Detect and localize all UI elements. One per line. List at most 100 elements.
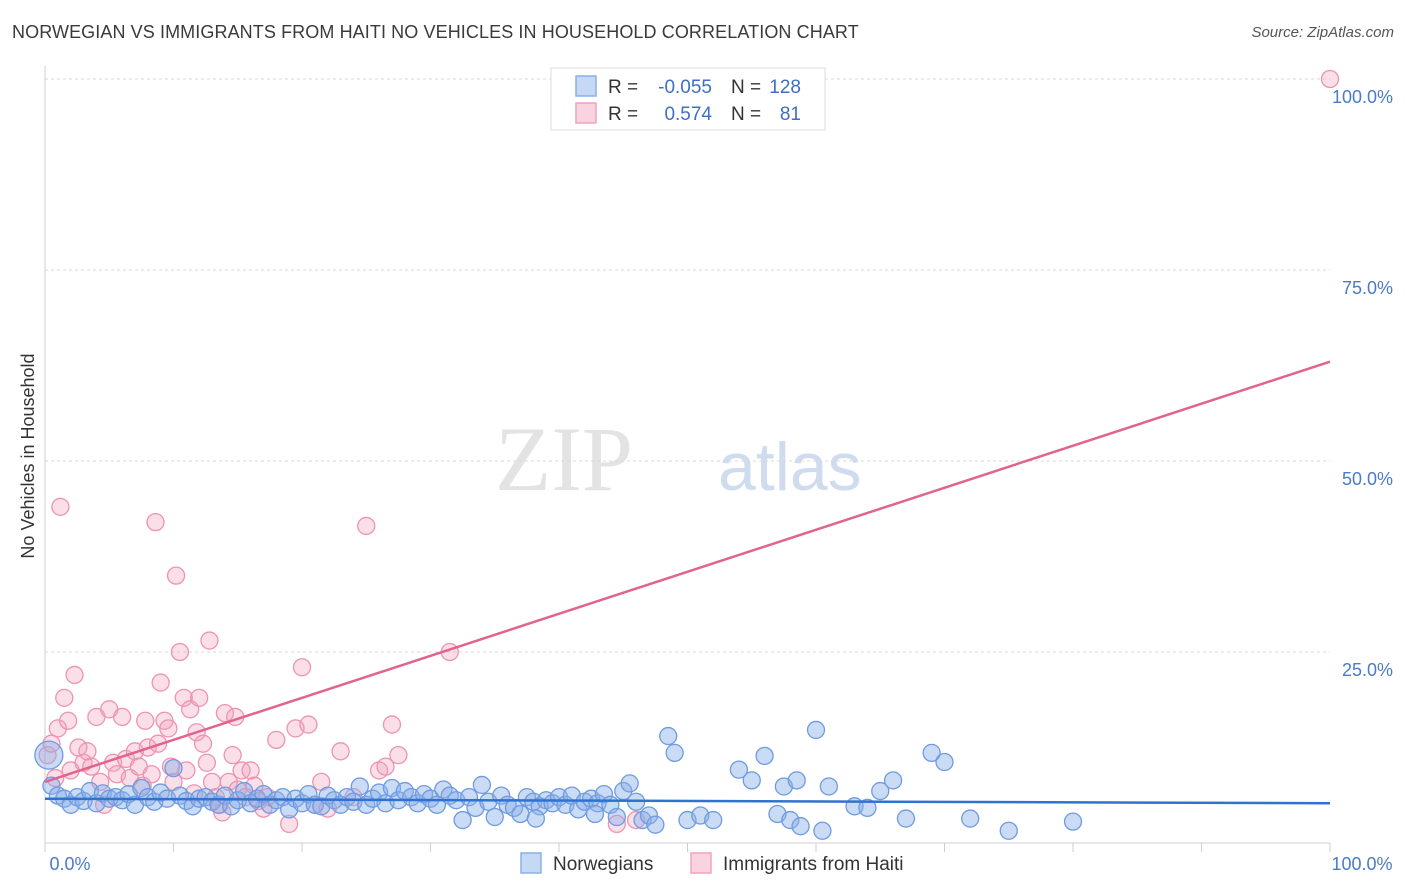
- correlation-legend: R = -0.055 N = 128 R = 0.574 N = 81: [550, 67, 826, 131]
- norwegian-point-120: [1063, 812, 1083, 831]
- legend-n-label-2: N =: [731, 104, 761, 125]
- norwegian-point-109: [819, 777, 838, 796]
- haiti-point-32: [159, 719, 178, 738]
- haiti-point-63: [279, 814, 299, 834]
- norwegian-point-117: [961, 809, 980, 828]
- haiti-point-43: [193, 734, 213, 753]
- haiti-point-19: [112, 707, 132, 727]
- norwegian-point-103: [755, 746, 774, 766]
- norwegian-point-95: [646, 815, 665, 834]
- haiti-point-0: [38, 745, 57, 765]
- norwegian-point-15: [132, 778, 151, 798]
- norwegian-point-68: [472, 775, 492, 795]
- y-axis-title: No Vehicles in Household: [18, 353, 38, 558]
- legend-n-label-1: N =: [731, 77, 761, 98]
- norwegian-point-107: [787, 771, 806, 790]
- haiti-point-4: [51, 497, 70, 516]
- haiti-point-44: [197, 753, 217, 772]
- haiti-point-8: [65, 665, 84, 685]
- norwegian-point-100: [704, 810, 723, 830]
- legend-r-label-2: R =: [608, 104, 638, 125]
- norwegian-point-65: [453, 810, 472, 830]
- norwegian-trend-line: [44, 797, 1331, 805]
- haiti-point-75: [389, 745, 408, 765]
- grid-lines: [45, 78, 1330, 653]
- trend-lines: [44, 360, 1331, 805]
- watermark: ZIP atlas: [495, 408, 862, 510]
- legend-n-value-2: 81: [780, 104, 801, 125]
- norwegian-point-112: [871, 781, 890, 801]
- norwegian-point-49: [350, 777, 369, 796]
- norwegian-point-0: [34, 740, 64, 770]
- y-axis-tick-labels: 25.0% 50.0% 75.0% 100.0%: [1332, 87, 1393, 680]
- norwegian-point-115: [922, 743, 941, 762]
- haiti-point-28: [146, 512, 165, 532]
- haiti-point-70: [331, 742, 350, 761]
- bottom-legend-swatch-norwegians: [520, 852, 542, 874]
- chart-source: Source: ZipAtlas.com: [1251, 24, 1394, 41]
- series-legend: Norwegians Immigrants from Haiti: [520, 852, 904, 875]
- legend-swatch-norwegians: [575, 75, 597, 97]
- norwegian-point-123: [791, 817, 810, 836]
- haiti-point-5: [55, 688, 74, 707]
- x-tick-label-0: 0.0%: [49, 854, 90, 874]
- legend-swatch-haiti: [575, 102, 597, 124]
- norwegian-point-114: [896, 809, 916, 828]
- norwegian-point-102: [742, 771, 761, 790]
- norwegian-point-94: [639, 806, 659, 825]
- haiti-point-72: [357, 516, 376, 536]
- haiti-point-77: [376, 757, 395, 776]
- haiti-point-74: [382, 715, 402, 734]
- legend-r-value-2: 0.574: [664, 104, 712, 125]
- bottom-legend-haiti: Immigrants from Haiti: [723, 854, 904, 875]
- norwegian-point-108: [806, 720, 826, 740]
- haiti-point-46: [202, 772, 222, 792]
- norwegian-point-119: [813, 821, 832, 840]
- haiti-point-27: [142, 765, 161, 784]
- norwegian-point-89: [607, 807, 626, 827]
- legend-r-value-1: -0.055: [658, 77, 712, 98]
- norwegian-point-70: [485, 807, 504, 827]
- haiti-point-42: [190, 688, 209, 707]
- y-tick-label-3: 100.0%: [1332, 87, 1393, 107]
- haiti-point-57: [241, 761, 260, 780]
- haiti-point-30: [151, 673, 170, 692]
- haiti-point-35: [166, 566, 186, 585]
- norwegian-point-96: [659, 726, 678, 746]
- norwegian-point-121: [585, 804, 605, 824]
- y-tick-label-2: 75.0%: [1342, 278, 1393, 298]
- y-tick-label-1: 50.0%: [1342, 469, 1393, 489]
- haiti-point-52: [223, 745, 242, 765]
- bottom-legend-norwegians: Norwegians: [553, 854, 653, 875]
- norwegian-point-91: [620, 774, 639, 793]
- haiti-point-37: [174, 688, 193, 707]
- norwegian-point-87: [594, 784, 614, 804]
- haiti-point-50: [215, 703, 235, 723]
- haiti-points: [38, 69, 1340, 834]
- norwegian-point-116: [935, 752, 954, 772]
- norwegian-point-20: [164, 758, 183, 778]
- watermark-zip: ZIP: [495, 408, 633, 510]
- haiti-point-36: [170, 642, 190, 662]
- bottom-legend-swatch-haiti: [690, 852, 712, 874]
- haiti-point-78: [607, 814, 626, 834]
- norwegian-point-106: [781, 810, 800, 830]
- haiti-point-6: [58, 711, 78, 730]
- norwegian-point-97: [665, 743, 684, 762]
- haiti-point-3: [48, 719, 67, 738]
- norwegian-point-111: [858, 798, 877, 818]
- haiti-point-40: [184, 784, 204, 803]
- haiti-point-14: [91, 772, 110, 792]
- haiti-point-25: [136, 711, 155, 730]
- norwegian-point-101: [729, 760, 749, 779]
- watermark-atlas: atlas: [718, 429, 862, 505]
- x-axis-ticks: 0.0% 100.0%: [44, 843, 1393, 874]
- axes: [44, 66, 1330, 844]
- norwegian-point-122: [526, 809, 546, 828]
- x-tick-label-1: 100.0%: [1331, 854, 1392, 874]
- haiti-point-11: [78, 742, 97, 761]
- norwegian-point-113: [883, 771, 903, 790]
- haiti-point-65: [292, 658, 312, 677]
- legend-n-value-1: 128: [769, 77, 801, 98]
